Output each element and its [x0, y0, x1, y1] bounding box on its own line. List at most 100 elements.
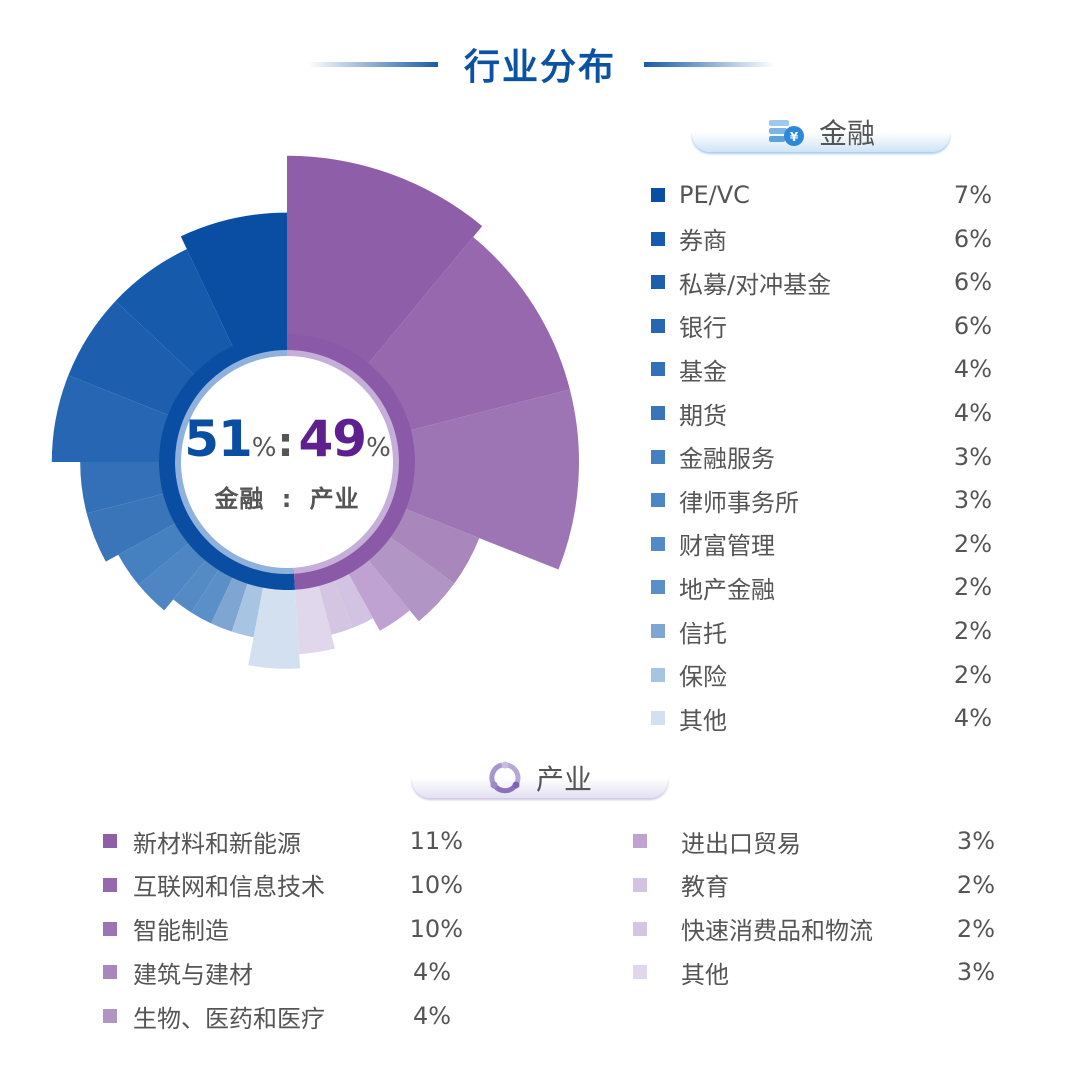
legend-swatch: [651, 188, 665, 202]
legend-swatch: [633, 834, 647, 848]
center-disc: [181, 356, 393, 568]
legend-swatch: [651, 493, 665, 508]
legend-value: 7%: [953, 181, 992, 209]
finance-legend-item: 券商 6%: [651, 224, 992, 256]
industry-legend-item: 建筑与建材 4%: [103, 957, 463, 989]
legend-swatch: [651, 624, 665, 638]
legend-label: 新材料和新能源: [133, 829, 301, 858]
title-divider-left: [308, 62, 438, 67]
chart-wedge: [51, 375, 174, 462]
network-cycle-icon: [489, 761, 521, 794]
chart-wedge: [248, 581, 300, 669]
finance-legend-item: 财富管理 2%: [651, 529, 992, 560]
industry-legend-item: 新材料和新能源 11%: [103, 826, 463, 858]
legend-value: 3%: [956, 958, 995, 987]
chart-wedge: [173, 556, 222, 613]
rose-chart: [51, 155, 579, 669]
chart-wedge: [80, 462, 169, 514]
legend-value: 3%: [956, 827, 995, 855]
page-title: 行业分布: [463, 47, 616, 88]
legend-value: 10%: [409, 870, 463, 899]
industry-legend-item: 互联网和信息技术 10%: [103, 870, 463, 902]
legend-label: 其他: [681, 960, 729, 989]
legend-value: 3%: [953, 486, 992, 515]
finance-section-header: ¥ 金融: [692, 112, 950, 152]
chart-wedge: [115, 249, 236, 379]
finance-legend-item: 地产金融 2%: [651, 572, 992, 604]
chart-wedge: [400, 389, 579, 570]
legend-label: 进出口贸易: [681, 829, 801, 858]
chart-wedge: [331, 568, 373, 628]
industry-legend-item: 快速消费品和物流 2%: [633, 914, 995, 945]
legend-label: 保险: [679, 663, 727, 692]
chart-wedge: [385, 506, 480, 584]
legend-swatch: [651, 406, 665, 420]
legend-label: 券商: [679, 227, 727, 256]
legend-label: 银行: [679, 314, 727, 343]
chart-wedge: [118, 520, 193, 585]
chart-wedge: [364, 533, 455, 622]
legend-value: 6%: [953, 311, 992, 340]
legend-swatch: [651, 362, 665, 377]
ratio-colon: :: [277, 420, 294, 466]
industry-legend-item: 教育 2%: [633, 870, 995, 901]
legend-swatch: [103, 877, 117, 892]
header: 行业分布: [0, 38, 1080, 92]
chart-wedge: [180, 212, 287, 352]
chart-wedge: [191, 565, 236, 624]
legend-label: 基金: [679, 357, 727, 386]
legend-value: 10%: [409, 914, 463, 943]
legend-value: 2%: [953, 660, 992, 689]
finance-section-title: 金融: [818, 117, 875, 150]
ratio-labels: 金融 : 产业: [214, 485, 360, 513]
legend-label: 建筑与建材: [133, 960, 253, 989]
legend-label: 生物、医药和医疗: [133, 1004, 325, 1033]
industry-section-title: 产业: [535, 763, 592, 796]
finance-legend-item: 信托 2%: [651, 616, 992, 648]
chart-wedge: [294, 580, 335, 655]
legend-swatch: [651, 449, 665, 464]
legend-label: 律师事务所: [679, 488, 799, 517]
legend-label: 信托: [679, 619, 727, 648]
legend-swatch: [633, 965, 647, 980]
legend-label: 智能制造: [133, 917, 229, 946]
finance-percent: 51: [184, 410, 253, 468]
finance-legend-item: 其他 4%: [651, 703, 992, 735]
center-ring: [159, 334, 416, 590]
center-ratio: 51%: 49% 金融 : 产业: [167, 412, 407, 514]
coin-stack-yen-icon: ¥: [768, 120, 804, 146]
legend-value: 2%: [956, 870, 995, 899]
chart-wedge: [231, 578, 265, 638]
chart-wedge: [287, 334, 416, 590]
industry-legend-item: 智能制造 10%: [103, 914, 463, 946]
legend-value: 4%: [413, 958, 452, 987]
industry-percent: 49: [298, 410, 368, 468]
legend-value: 2%: [953, 529, 992, 558]
finance-legend-item: 银行 6%: [651, 311, 992, 343]
legend-swatch: [633, 877, 647, 892]
industry-legend-item: 其他 3%: [633, 957, 995, 989]
finance-legend-item: 期货 4%: [651, 398, 992, 430]
finance-legend-item: PE/VC 7%: [651, 180, 992, 210]
industry-section-header: 产业: [412, 758, 668, 798]
legend-label: 金融服务: [679, 445, 775, 474]
legend-swatch: [103, 921, 117, 936]
legend-label: 互联网和信息技术: [133, 873, 325, 902]
chart-wedge: [317, 575, 353, 635]
chart-wedge: [86, 492, 181, 562]
legend-label: 其他: [679, 706, 727, 735]
legend-value: 6%: [953, 224, 992, 253]
legend-swatch: [651, 580, 665, 595]
legend-value: 2%: [953, 573, 992, 602]
legend-swatch: [633, 921, 647, 936]
finance-legend-item: 律师事务所 3%: [651, 485, 992, 517]
chart-wedge: [364, 237, 570, 432]
legend-value: 4%: [413, 1002, 452, 1031]
finance-legend-item: 基金 4%: [651, 354, 992, 386]
legend-label: 期货: [679, 401, 727, 430]
legend-value: 11%: [409, 827, 463, 855]
chart-wedge: [68, 300, 199, 418]
legend-value: 4%: [953, 399, 992, 427]
legend-label: 私募/对冲基金: [679, 270, 832, 299]
chart-wedge: [345, 556, 410, 631]
